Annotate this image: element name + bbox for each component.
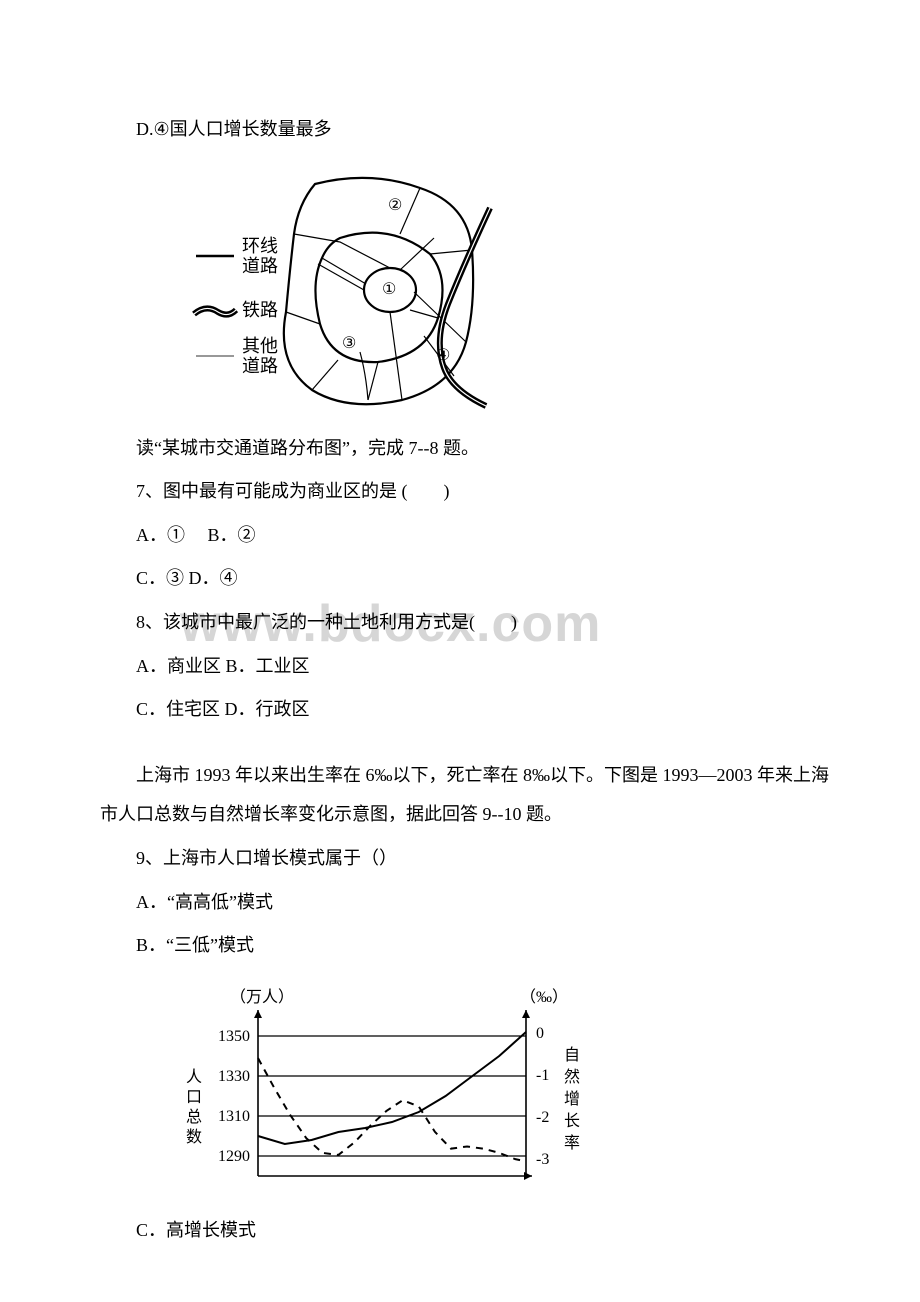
- caption-1: 读“某城市交通道路分布图”，完成 7--8 题。: [100, 429, 830, 469]
- legend-other-l2: 道路: [242, 356, 278, 376]
- svg-text:-3: -3: [536, 1151, 549, 1168]
- label-3: ③: [342, 335, 356, 352]
- q9-option-a: A．“高高低”模式: [100, 883, 830, 923]
- svg-text:1350: 1350: [218, 1028, 250, 1045]
- svg-text:0: 0: [536, 1025, 544, 1042]
- label-4: ④: [436, 347, 450, 364]
- shanghai-chart: （万人） （‰） 1350 1330 1310 1290 0 -1 -2 -3 人口总数 自然增长率: [180, 980, 830, 1205]
- svg-text:1330: 1330: [218, 1068, 250, 1085]
- svg-text:（‰）: （‰）: [520, 988, 568, 1006]
- legend-ring-l1: 环线: [242, 236, 278, 256]
- shanghai-intro: 上海市 1993 年以来出生率在 6‰以下，死亡率在 8‰以下。下图是 1993…: [100, 756, 830, 835]
- option-d-line: D.④国人口增长数量最多: [100, 110, 830, 150]
- q7-options-ab: A．① B．②: [100, 516, 830, 556]
- svg-text:口: 口: [186, 1089, 202, 1106]
- legend-rail-icon: [194, 308, 236, 314]
- svg-text:人: 人: [186, 1068, 202, 1086]
- q8-options-cd: C．住宅区 D．行政区: [100, 690, 830, 730]
- question-8: 8、该城市中最广泛的一种土地利用方式是( ): [100, 603, 830, 643]
- svg-text:-2: -2: [536, 1109, 549, 1126]
- svg-text:数: 数: [186, 1128, 202, 1146]
- q9-option-c: C．高增长模式: [100, 1211, 830, 1251]
- question-7: 7、图中最有可能成为商业区的是 ( ): [100, 472, 830, 512]
- label-1: ①: [382, 281, 396, 298]
- svg-text:1290: 1290: [218, 1148, 250, 1165]
- q9-option-b: B．“三低”模式: [100, 926, 830, 966]
- svg-text:（万人）: （万人）: [230, 988, 294, 1006]
- svg-text:增: 增: [564, 1090, 580, 1108]
- svg-text:总: 总: [186, 1108, 202, 1126]
- svg-text:自: 自: [564, 1046, 580, 1064]
- svg-text:然: 然: [564, 1068, 580, 1086]
- legend-ring-l2: 道路: [242, 256, 278, 276]
- q8-options-ab: A．商业区 B．工业区: [100, 647, 830, 687]
- svg-text:1310: 1310: [218, 1108, 250, 1125]
- label-2: ②: [388, 197, 402, 214]
- svg-text:长: 长: [564, 1112, 580, 1130]
- svg-text:-1: -1: [536, 1067, 549, 1084]
- svg-text:率: 率: [564, 1134, 580, 1152]
- q7-options-cd: C．③ D．④: [100, 559, 830, 599]
- legend-other-l1: 其他: [242, 336, 278, 356]
- legend-rail: 铁路: [242, 300, 278, 320]
- city-road-diagram: ① ② ③ ④ 环线 道路 铁路 其他 道路: [190, 164, 830, 419]
- question-9: 9、上海市人口增长模式属于（）: [100, 839, 830, 879]
